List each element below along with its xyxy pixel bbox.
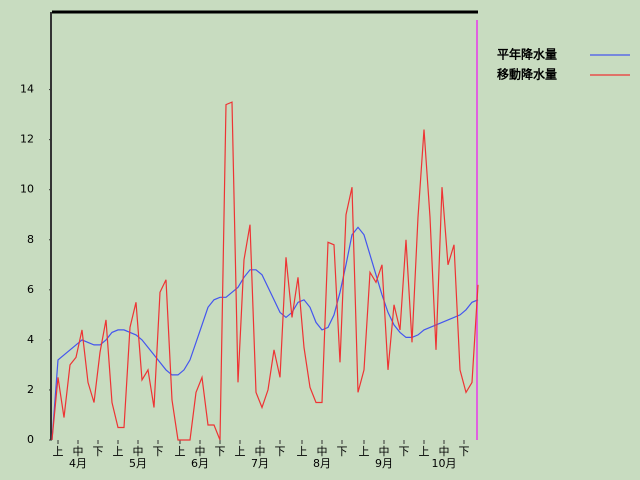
x-tick-label: 下 (337, 445, 348, 458)
month-label: 9月 (375, 457, 393, 470)
x-tick-label: 下 (399, 445, 410, 458)
x-tick-label: 中 (195, 445, 206, 458)
x-tick-label: 下 (215, 445, 226, 458)
x-tick-label: 上 (175, 445, 186, 458)
x-tick-label: 中 (439, 445, 450, 458)
y-tick-label: 6 (27, 283, 34, 296)
y-tick-label: 4 (27, 333, 34, 346)
x-tick-label: 中 (133, 445, 144, 458)
month-label: 7月 (251, 457, 269, 470)
x-tick-label: 下 (153, 445, 164, 458)
x-tick-label: 上 (235, 445, 246, 458)
x-tick-label: 上 (419, 445, 430, 458)
y-tick-label: 8 (27, 233, 34, 246)
x-tick-label: 中 (317, 445, 328, 458)
x-tick-label: 下 (459, 445, 470, 458)
legend-label: 移動降水量 (497, 67, 557, 82)
month-label: 6月 (191, 457, 209, 470)
y-tick-label: 10 (20, 183, 34, 196)
y-tick-label: 2 (27, 383, 34, 396)
x-tick-label: 中 (73, 445, 84, 458)
x-tick-label: 上 (53, 445, 64, 458)
month-label: 10月 (432, 457, 457, 470)
month-label: 8月 (313, 457, 331, 470)
month-label: 5月 (129, 457, 147, 470)
x-tick-label: 上 (297, 445, 308, 458)
x-tick-label: 上 (359, 445, 370, 458)
y-tick-label: 12 (20, 133, 34, 146)
series-line (51, 226, 479, 441)
legend-label: 平年降水量 (497, 47, 557, 62)
y-tick-label: 14 (20, 83, 34, 96)
month-label: 4月 (69, 457, 87, 470)
x-tick-label: 中 (379, 445, 390, 458)
x-tick-label: 中 (255, 445, 266, 458)
series-line (51, 101, 479, 441)
y-tick-label: 0 (27, 433, 34, 446)
x-tick-label: 上 (113, 445, 124, 458)
x-tick-label: 下 (93, 445, 104, 458)
x-tick-label: 下 (275, 445, 286, 458)
